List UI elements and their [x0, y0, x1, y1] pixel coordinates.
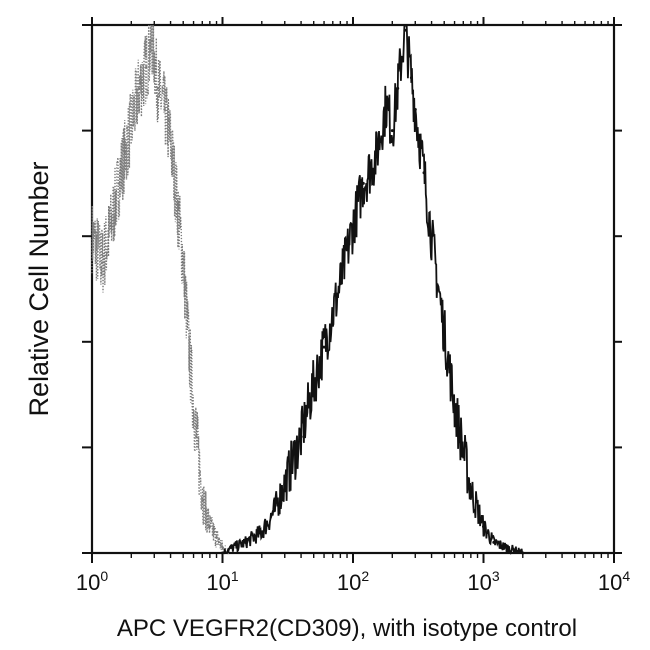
plot-area — [90, 23, 616, 555]
series-0-point — [109, 224, 113, 227]
series-1-point — [322, 345, 326, 349]
series-1-point — [231, 546, 235, 550]
series-0-point — [138, 87, 141, 90]
series-1-point — [409, 76, 413, 80]
series-0-point — [188, 356, 191, 359]
series-0-point — [130, 124, 133, 127]
series-0-point — [124, 150, 127, 153]
series-0-point — [117, 182, 120, 185]
series-0-point — [176, 203, 179, 206]
series-0-point — [221, 546, 224, 549]
series-1-point — [453, 403, 456, 407]
series-1-trace — [221, 24, 524, 555]
series-0-point — [101, 261, 104, 264]
series-1-point — [351, 224, 355, 228]
series-1-point — [469, 488, 473, 492]
series-1-point — [272, 509, 276, 513]
series-0-point — [145, 66, 148, 69]
series-0-point — [156, 87, 160, 90]
series-1-point — [413, 108, 417, 111]
series-0-point — [208, 525, 212, 528]
x-axis-label: APC VEGFR2(CD309), with isotype control — [117, 615, 577, 642]
x-tick-label: 100 — [76, 568, 108, 595]
series-1-point — [374, 155, 378, 159]
series-1-point — [312, 382, 316, 386]
series-1-point — [244, 540, 247, 544]
y-axis-label: Relative Cell Number — [24, 161, 54, 416]
series-1-point — [442, 329, 446, 333]
series-0-point — [201, 499, 205, 502]
plot-frame — [90, 23, 616, 555]
series-0-point — [151, 39, 154, 42]
series-1-point — [283, 482, 287, 486]
series-1-point — [390, 129, 394, 133]
series-1-point — [384, 102, 388, 106]
series-1-point — [396, 86, 400, 90]
series-1-point — [338, 282, 342, 286]
series-0-point — [169, 140, 172, 143]
series-1-point — [361, 181, 365, 185]
series-0-point — [182, 261, 185, 264]
x-tick-label: 101 — [206, 568, 238, 595]
series-0-point — [195, 435, 198, 438]
series-1-point — [260, 530, 264, 534]
series-0-point — [215, 536, 218, 539]
series-0-point — [163, 108, 166, 111]
series-1-point — [299, 435, 303, 439]
x-tick-label: 102 — [337, 568, 369, 595]
series-layer — [90, 24, 525, 555]
series-0 — [90, 24, 230, 555]
ticks-layer — [82, 17, 622, 563]
series-0-trace — [91, 24, 229, 555]
x-tick-label: 104 — [598, 568, 630, 595]
series-1-point — [430, 234, 434, 238]
x-tick-label: 103 — [467, 568, 499, 595]
series-1-point — [482, 525, 485, 529]
series-1-point — [422, 171, 426, 175]
series-1-point — [505, 546, 508, 550]
series-1 — [221, 24, 525, 555]
x-tick-labels: 100 101 102 103 104 — [76, 568, 630, 595]
series-1-point — [492, 540, 496, 544]
series-1-point — [403, 28, 407, 32]
